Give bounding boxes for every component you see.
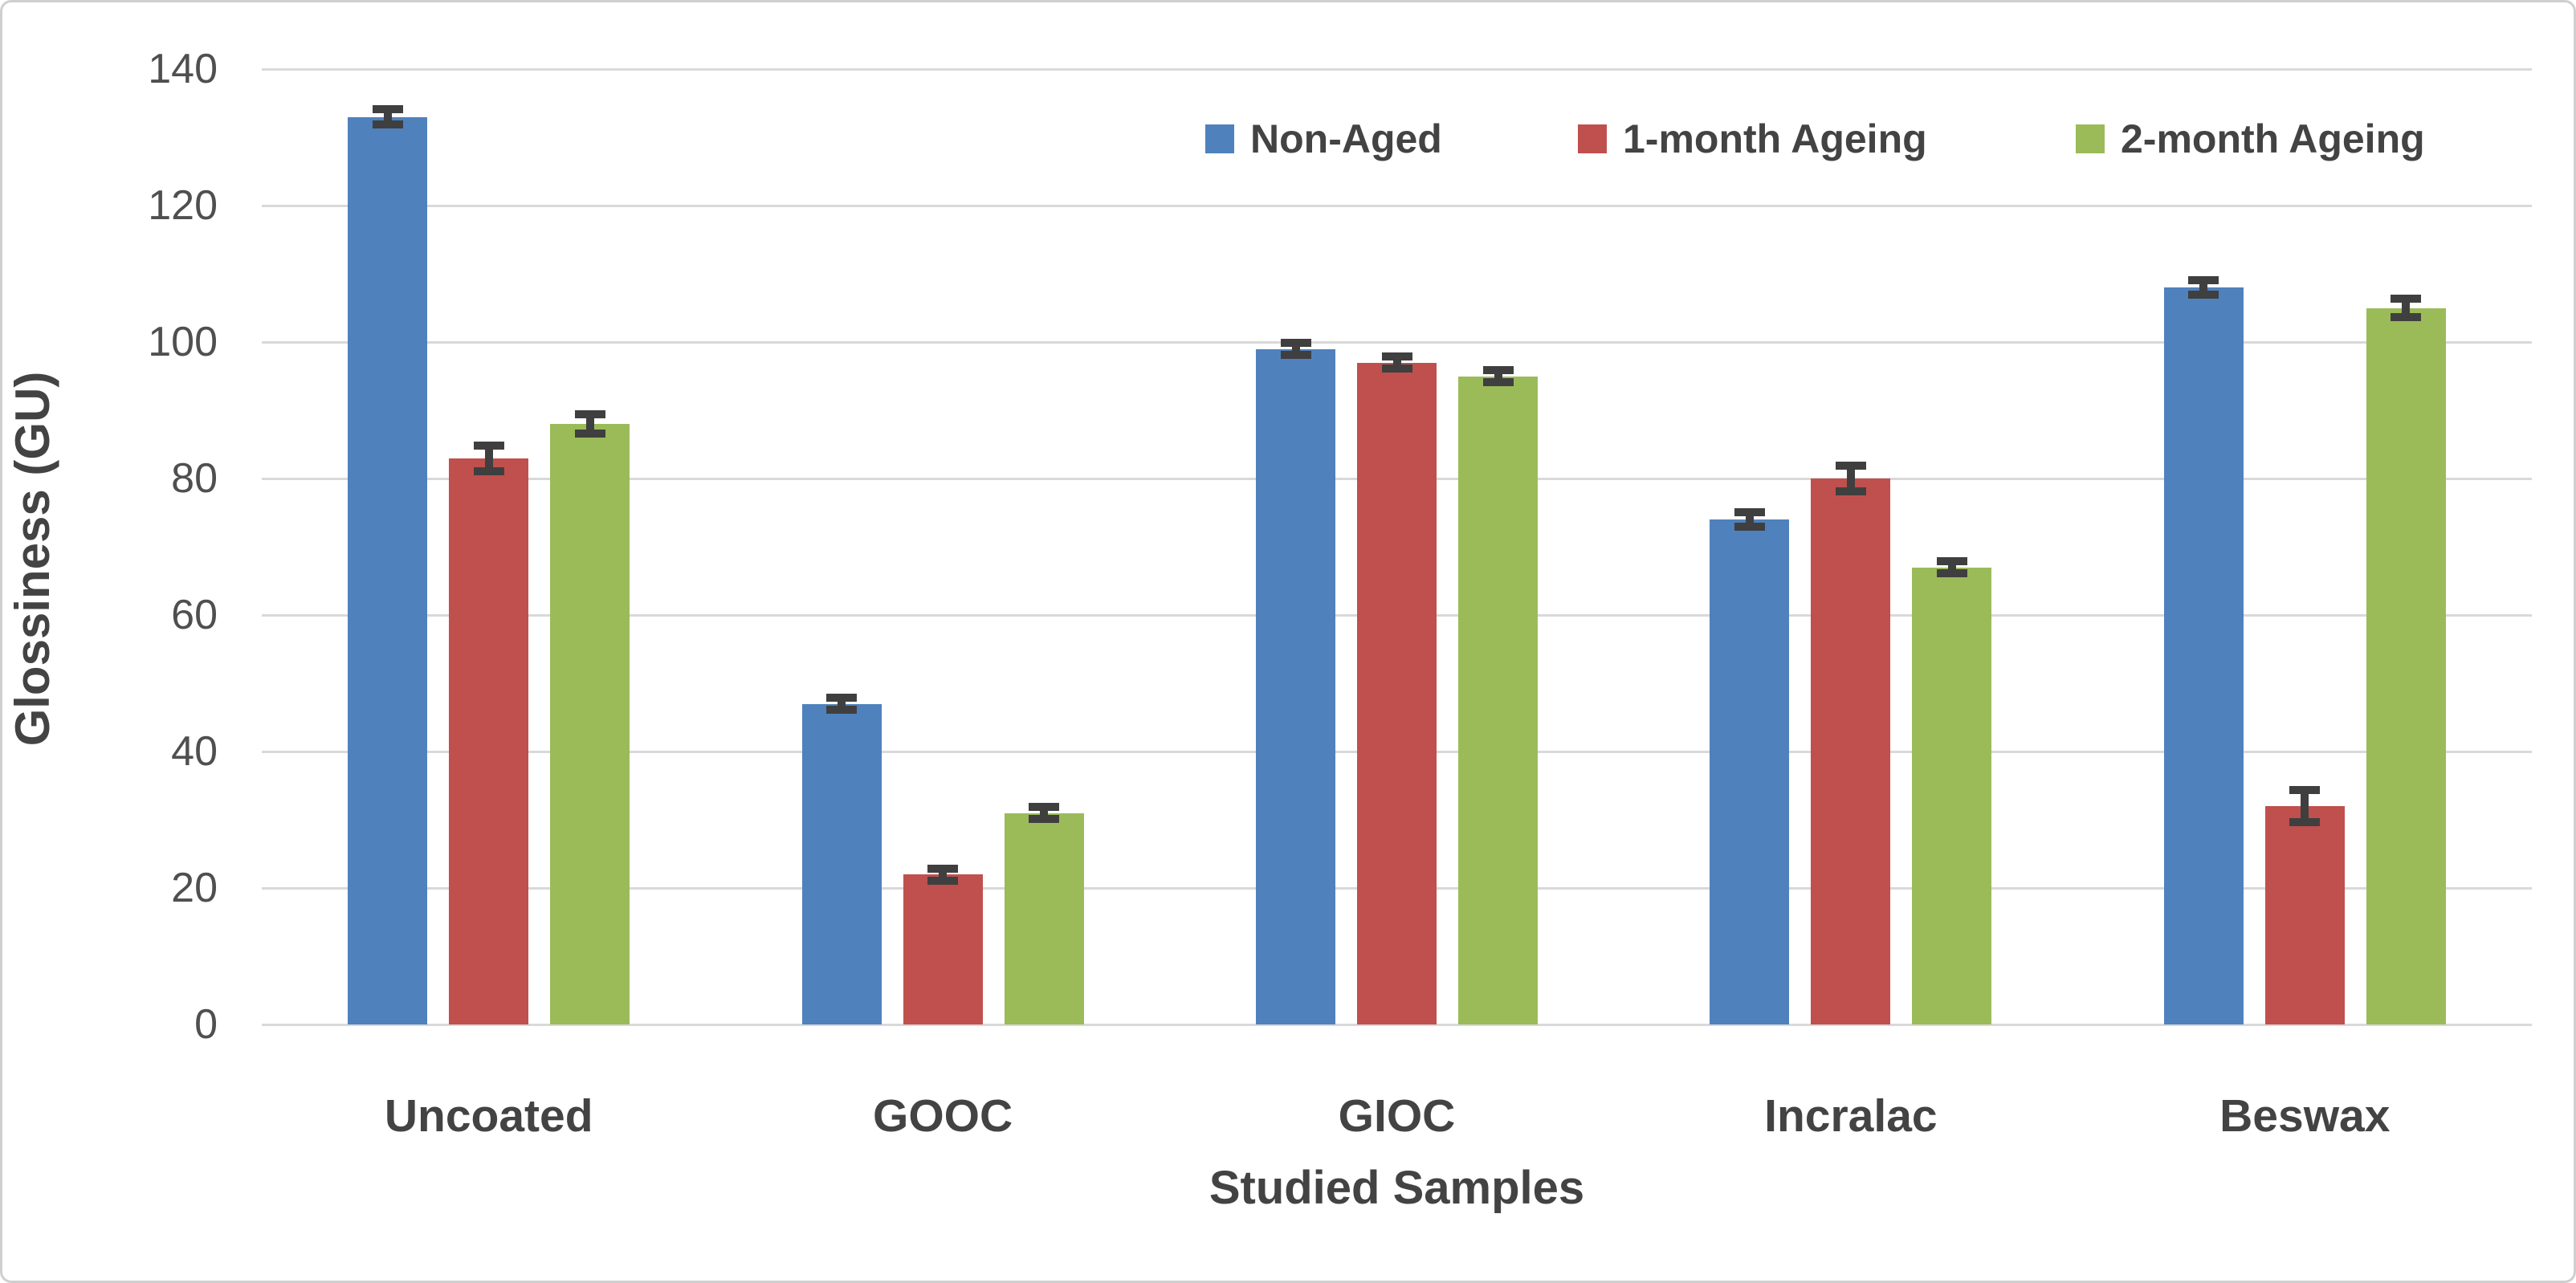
bar-non-aged-uncoated <box>348 116 428 1024</box>
error-bar-line <box>585 413 594 434</box>
error-bar-cap-bottom <box>1734 523 1765 532</box>
bar-non-aged-gioc <box>1256 348 1335 1024</box>
bar-2-month-ageing-uncoated <box>550 424 630 1024</box>
bar-2-month-ageing-incralac <box>1912 567 1992 1024</box>
y-tick-label-60: 60 <box>171 592 218 638</box>
error-bar-line <box>838 697 846 711</box>
legend-label: 2-month Ageing <box>2121 116 2425 161</box>
error-bar-cap-top <box>473 441 504 450</box>
bar-2-month-ageing-beswax <box>2366 308 2446 1024</box>
error-bar-line <box>2199 279 2208 296</box>
error-bar-cap-bottom <box>473 466 504 475</box>
error-bar-cap-bottom <box>1029 815 1060 823</box>
error-bar-cap-bottom <box>1936 569 1967 577</box>
error-bar-cap-top <box>2289 785 2321 794</box>
gridline-y-120 <box>262 205 2532 207</box>
error-bar-line <box>1291 342 1300 356</box>
y-tick-label-20: 20 <box>171 865 218 911</box>
error-bar-line <box>1846 465 1855 492</box>
y-tick-label-140: 140 <box>148 46 218 92</box>
error-bar-cap-bottom <box>2391 313 2422 322</box>
y-axis-title: Glossiness (GU) <box>6 371 59 747</box>
gridline-y-140 <box>262 68 2532 71</box>
error-bar-line <box>1392 356 1401 369</box>
error-bar-line <box>1745 511 1754 528</box>
error-bar-line <box>1947 560 1956 574</box>
error-bar-cap-top <box>1835 462 1866 470</box>
x-axis-title: Studied Samples <box>1209 1162 1585 1214</box>
error-bar-cap-bottom <box>927 876 959 885</box>
error-bar-cap-top <box>372 105 403 114</box>
legend-item-2-month-ageing: 2-month Ageing <box>2076 116 2425 161</box>
bar-non-aged-incralac <box>1710 519 1790 1024</box>
bar-non-aged-beswax <box>2163 287 2244 1024</box>
x-tick-label-gooc: GOOC <box>872 1090 1013 1142</box>
error-bar-cap-top <box>1280 339 1311 347</box>
error-bar-line <box>383 108 392 125</box>
error-bar-cap-bottom <box>2188 291 2219 299</box>
y-tick-label-80: 80 <box>171 455 218 502</box>
error-bar-line <box>2402 297 2411 319</box>
error-bar-cap-top <box>2391 294 2422 303</box>
bar-2-month-ageing-gooc <box>1004 813 1084 1024</box>
legend-item-non-aged: Non-Aged <box>1205 116 1442 161</box>
legend-label: 1-month Ageing <box>1623 116 1927 161</box>
error-bar-cap-bottom <box>1381 365 1412 373</box>
x-tick-label-gioc: GIOC <box>1338 1090 1456 1142</box>
error-bar-cap-top <box>2188 275 2219 284</box>
bar-1-month-ageing-gioc <box>1357 362 1437 1024</box>
y-tick-label-0: 0 <box>194 1001 218 1048</box>
legend-marker-icon <box>1578 124 1607 153</box>
bar-1-month-ageing-beswax <box>2264 806 2345 1024</box>
error-bar-cap-bottom <box>2289 818 2321 827</box>
error-bar-cap-top <box>1029 803 1060 811</box>
error-bar-cap-bottom <box>574 429 605 438</box>
error-bar-cap-bottom <box>1835 487 1866 495</box>
bar-2-month-ageing-gioc <box>1458 376 1538 1024</box>
bar-1-month-ageing-incralac <box>1811 479 1891 1024</box>
error-bar-cap-bottom <box>372 120 403 128</box>
error-bar-cap-bottom <box>826 706 858 714</box>
error-bar-cap-top <box>1734 507 1765 516</box>
legend-marker-icon <box>2076 124 2105 153</box>
y-tick-label-100: 100 <box>148 319 218 365</box>
error-bar-cap-top <box>1936 557 1967 565</box>
y-tick-label-40: 40 <box>171 728 218 775</box>
bar-1-month-ageing-gooc <box>903 874 983 1024</box>
error-bar-cap-top <box>574 410 605 419</box>
error-bar-cap-top <box>927 864 959 873</box>
y-tick-label-120: 120 <box>148 182 218 229</box>
error-bar-cap-bottom <box>1280 351 1311 359</box>
bar-non-aged-gooc <box>801 703 882 1024</box>
x-tick-label-incralac: Incralac <box>1764 1090 1938 1142</box>
error-bar-line <box>1494 369 1502 383</box>
error-bar-cap-top <box>1482 366 1514 374</box>
gridline-y-100 <box>262 341 2532 344</box>
x-tick-label-beswax: Beswax <box>2219 1090 2391 1142</box>
error-bar-line <box>484 444 493 472</box>
legend-label: Non-Aged <box>1250 116 1442 161</box>
error-bar-line <box>1040 806 1049 820</box>
legend-marker-icon <box>1205 124 1234 153</box>
error-bar-cap-bottom <box>1482 378 1514 386</box>
error-bar-cap-top <box>1381 352 1412 360</box>
error-bar-cap-top <box>826 694 858 702</box>
legend-item-1-month-ageing: 1-month Ageing <box>1578 116 1927 161</box>
gridline-y-0 <box>262 1024 2532 1026</box>
bar-1-month-ageing-uncoated <box>449 458 529 1024</box>
x-tick-label-uncoated: Uncoated <box>384 1090 593 1142</box>
error-bar-line <box>939 867 948 882</box>
error-bar-line <box>2301 788 2309 824</box>
